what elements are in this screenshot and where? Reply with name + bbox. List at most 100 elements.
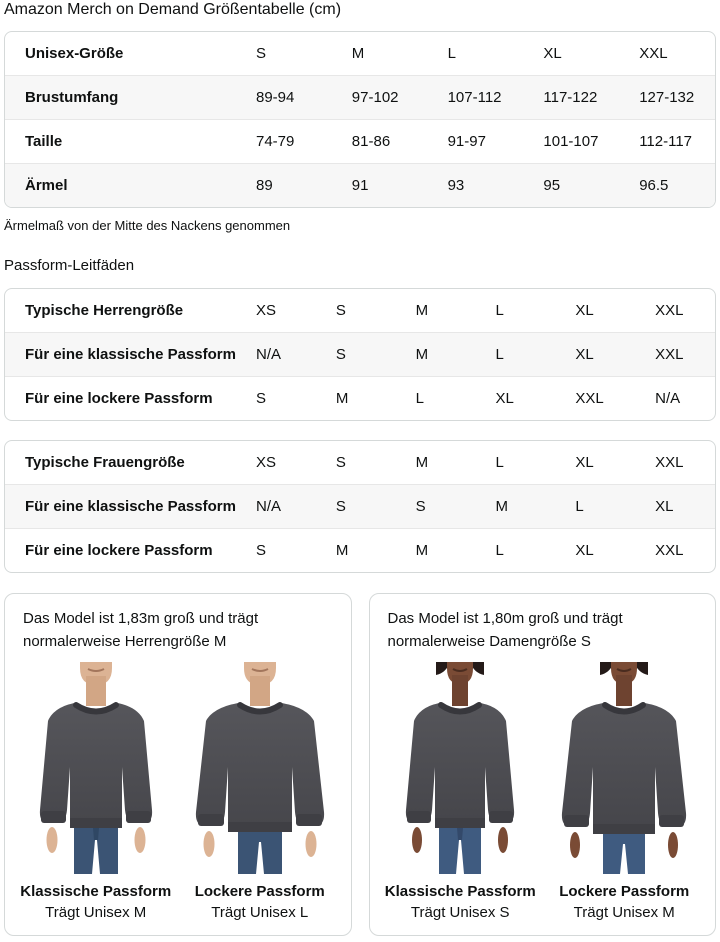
table-cell: L (495, 302, 504, 319)
table-cell: XXL (635, 332, 715, 376)
fit-guides-title: Passform-Leitfäden (4, 257, 135, 274)
table-cell: L (447, 45, 456, 62)
female-model-card: Das Model ist 1,80m groß und trägt norma… (368, 593, 716, 936)
model-figures: Klassische Passform Trägt Unisex M (13, 662, 343, 921)
row-label: Für eine lockere Passform (5, 376, 236, 420)
fit-size-worn: Trägt Unisex M (45, 904, 147, 921)
table-cell: S (236, 528, 316, 572)
figure-loose-fit: Lockere Passform Trägt Unisex M (544, 662, 704, 921)
table-cell: 93 (427, 163, 524, 207)
female-model-classic-photo (406, 662, 515, 874)
table-row: Für eine lockere Passform S M L XL XXL N… (5, 376, 715, 420)
table-row: Für eine klassische Passform N/A S S M L… (5, 484, 715, 528)
figure-classic-fit: Klassische Passform Trägt Unisex S (380, 662, 540, 921)
table-cell: XXL (555, 376, 636, 420)
row-label: Brustumfang (5, 75, 236, 119)
sleeve-measure-footnote: Ärmelmaß von der Mitte des Nackens genom… (4, 218, 291, 233)
men-fit-guide-table: Typische Herrengröße XS S M L XL XXL Für… (4, 288, 716, 421)
table-cell: 117-122 (523, 75, 620, 119)
table-cell: XL (575, 454, 594, 471)
figure-loose-fit: Lockere Passform Trägt Unisex L (180, 662, 340, 921)
table-cell: XXL (635, 528, 715, 572)
model-figures: Klassische Passform Trägt Unisex S (378, 662, 708, 921)
row-label: Ärmel (5, 163, 236, 207)
table-header-row: Typische Frauengröße XS S M L XL XXL (5, 441, 715, 484)
table-row: Für eine lockere Passform S M M L XL XXL (5, 528, 715, 572)
table-cell: 89 (236, 163, 332, 207)
row-label: Taille (5, 119, 236, 163)
unisex-size-table: Unisex-Größe S M L XL XXL Brustumfang 89… (4, 31, 716, 208)
table-header-row: Unisex-Größe S M L XL XXL (5, 32, 715, 75)
table-cell: 89-94 (236, 75, 332, 119)
row-label: Typische Frauengröße (25, 454, 185, 471)
table-cell: L (555, 484, 636, 528)
women-fit-guide-table: Typische Frauengröße XS S M L XL XXL Für… (4, 440, 716, 573)
table-cell: M (315, 376, 396, 420)
table-cell: XXL (655, 302, 684, 319)
male-model-card: Das Model ist 1,83m groß und trägt norma… (4, 593, 352, 936)
table-cell: M (315, 528, 396, 572)
row-label: Typische Herrengröße (25, 302, 184, 319)
model-description: Das Model ist 1,80m groß und trägt norma… (387, 610, 623, 650)
table-cell: M (351, 45, 365, 62)
table-cell: M (415, 454, 429, 471)
table-cell: XXL (639, 45, 668, 62)
table-cell: 91 (331, 163, 428, 207)
table-cell: M (395, 332, 476, 376)
table-cell: L (495, 454, 504, 471)
figure-classic-fit: Klassische Passform Trägt Unisex M (16, 662, 176, 921)
table-cell: XXL (655, 454, 684, 471)
table-cell: 112-117 (619, 119, 715, 163)
table-cell: S (395, 484, 476, 528)
male-model-loose-photo (195, 662, 324, 874)
fit-caption: Lockere Passform (559, 883, 690, 900)
table-row: Ärmel 89 91 93 95 96.5 (5, 163, 715, 207)
table-row: Brustumfang 89-94 97-102 107-112 117-122… (5, 75, 715, 119)
table-cell: XL (543, 45, 562, 62)
table-cell: XS (256, 302, 277, 319)
row-label: Für eine klassische Passform (5, 332, 236, 376)
table-cell: N/A (236, 332, 316, 376)
table-row: Für eine klassische Passform N/A S M L X… (5, 332, 715, 376)
table-cell: XS (256, 454, 277, 471)
table-cell: 97-102 (331, 75, 428, 119)
table-cell: S (236, 376, 316, 420)
page-title: Amazon Merch on Demand Größentabelle (cm… (4, 1, 342, 18)
table-cell: L (395, 376, 476, 420)
table-cell: XL (635, 484, 715, 528)
table-cell: S (315, 332, 396, 376)
table-cell: 95 (523, 163, 620, 207)
table-cell: N/A (236, 484, 316, 528)
table-cell: XL (555, 332, 636, 376)
table-cell: N/A (635, 376, 715, 420)
fit-size-worn: Trägt Unisex M (573, 904, 675, 921)
table-cell: 101-107 (523, 119, 620, 163)
fit-caption: Lockere Passform (194, 883, 325, 900)
table-cell: XL (555, 528, 636, 572)
row-label: Für eine klassische Passform (5, 484, 236, 528)
table-cell: L (475, 528, 556, 572)
table-cell: 81-86 (331, 119, 428, 163)
table-cell: M (475, 484, 556, 528)
table-cell: 91-97 (427, 119, 524, 163)
table-cell: S (335, 302, 346, 319)
female-model-loose-photo (562, 662, 687, 874)
table-cell: M (415, 302, 429, 319)
table-cell: XL (575, 302, 594, 319)
table-cell: S (315, 484, 396, 528)
table-cell: 96.5 (619, 163, 715, 207)
table-row: Taille 74-79 81-86 91-97 101-107 112-117 (5, 119, 715, 163)
table-cell: 127-132 (619, 75, 715, 119)
model-cards: Das Model ist 1,83m groß und trägt norma… (4, 593, 716, 936)
male-model-classic-photo (39, 662, 152, 874)
model-description: Das Model ist 1,83m groß und trägt norma… (23, 610, 259, 650)
table-cell: S (335, 454, 346, 471)
row-label: Für eine lockere Passform (5, 528, 236, 572)
row-label: Unisex-Größe (25, 45, 124, 62)
table-cell: XL (475, 376, 556, 420)
table-header-row: Typische Herrengröße XS S M L XL XXL (5, 289, 715, 332)
table-cell: S (256, 45, 267, 62)
table-cell: M (395, 528, 476, 572)
table-cell: 107-112 (427, 75, 524, 119)
